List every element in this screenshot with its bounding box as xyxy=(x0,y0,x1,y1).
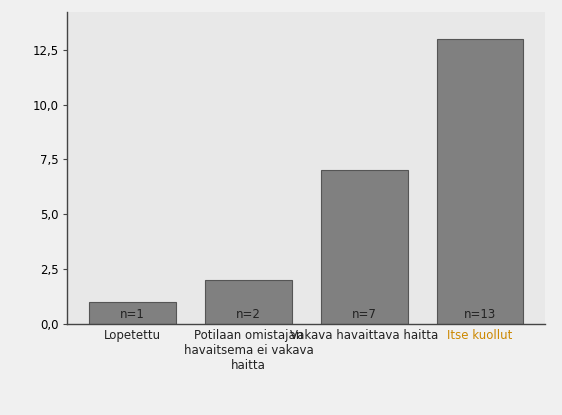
Bar xyxy=(205,280,292,324)
Bar xyxy=(89,302,176,324)
Text: n=7: n=7 xyxy=(352,308,377,321)
Text: n=13: n=13 xyxy=(464,308,496,321)
Text: n=2: n=2 xyxy=(236,308,261,321)
Bar xyxy=(437,39,523,324)
Bar xyxy=(321,170,407,324)
Text: n=1: n=1 xyxy=(120,308,145,321)
